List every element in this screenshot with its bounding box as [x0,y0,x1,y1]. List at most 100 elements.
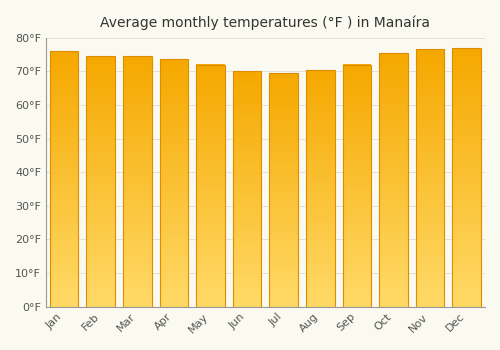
Bar [196,171,225,176]
Bar [160,203,188,208]
Bar [50,276,78,281]
Bar [86,202,115,206]
Bar [50,138,78,143]
Bar [233,250,262,255]
Bar [270,162,298,167]
Bar [342,84,371,89]
Bar [160,193,188,198]
Bar [452,105,481,110]
Bar [270,195,298,199]
Bar [160,64,188,69]
Bar [160,94,188,99]
Bar [50,122,78,128]
Bar [123,141,152,146]
Bar [196,229,225,234]
Bar [233,90,262,95]
Bar [416,209,444,214]
Bar [86,116,115,121]
Bar [416,276,444,281]
Bar [50,291,78,296]
Bar [270,96,298,101]
Bar [196,132,225,137]
Bar [196,122,225,127]
Bar [342,302,371,307]
Bar [233,85,262,90]
Bar [50,71,78,77]
Bar [123,116,152,121]
Bar [86,246,115,252]
Bar [379,256,408,261]
Bar [270,152,298,157]
Bar [416,137,444,142]
Bar [196,253,225,258]
Bar [379,236,408,241]
Bar [233,245,262,250]
Bar [416,271,444,276]
Bar [416,106,444,111]
Bar [270,265,298,269]
Bar [452,58,481,63]
Bar [86,187,115,191]
Bar [50,163,78,169]
Bar [342,215,371,219]
Bar [342,297,371,302]
Bar [342,253,371,258]
Bar [160,60,188,307]
Bar [342,113,371,118]
Bar [160,257,188,262]
Bar [452,99,481,105]
Bar [416,127,444,132]
Bar [233,161,262,166]
Bar [233,170,262,175]
Bar [233,255,262,260]
Bar [452,167,481,172]
Bar [270,209,298,213]
Bar [379,114,408,119]
Bar [342,98,371,103]
Bar [306,273,334,278]
Bar [233,151,262,156]
Bar [306,297,334,302]
Bar [452,265,481,271]
Bar [160,109,188,114]
Bar [123,91,152,96]
Bar [270,134,298,138]
Bar [342,195,371,200]
Bar [50,148,78,153]
Bar [270,302,298,307]
Bar [342,258,371,263]
Bar [416,85,444,91]
Bar [416,260,444,266]
Bar [50,230,78,235]
Bar [416,91,444,96]
Bar [160,153,188,158]
Bar [86,241,115,246]
Bar [416,183,444,188]
Bar [416,173,444,178]
Bar [123,121,152,126]
Bar [379,93,408,98]
Bar [270,199,298,204]
Bar [270,298,298,302]
Bar [270,166,298,171]
Bar [379,276,408,281]
Bar [270,232,298,237]
Bar [306,245,334,250]
Bar [306,89,334,93]
Bar [233,189,262,194]
Bar [233,118,262,123]
Bar [160,287,188,292]
Bar [50,133,78,138]
Bar [416,194,444,199]
Bar [342,205,371,210]
Bar [233,274,262,279]
Bar [306,117,334,122]
Bar [416,286,444,291]
Bar [123,206,152,211]
Bar [270,87,298,92]
Bar [160,74,188,79]
Bar [342,166,371,171]
Bar [86,136,115,141]
Bar [233,114,262,118]
Bar [233,269,262,274]
